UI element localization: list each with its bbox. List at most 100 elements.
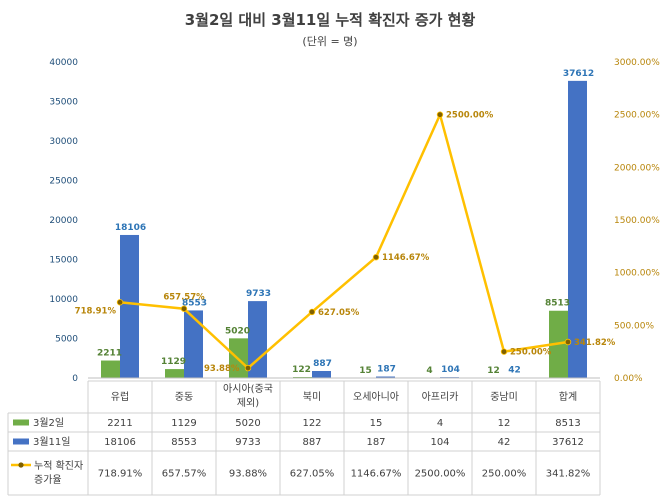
growth-rate-point bbox=[116, 299, 124, 306]
data-label-mar11: 37612 bbox=[563, 69, 594, 79]
bar-mar2 bbox=[165, 369, 184, 378]
y-right-tick-label: 3000.00% bbox=[614, 58, 660, 68]
data-label-mar11: 9733 bbox=[246, 289, 271, 299]
table-cell: 93.88% bbox=[229, 469, 267, 480]
y-left-tick-label: 0 bbox=[72, 374, 78, 384]
growth-rate-point bbox=[244, 364, 252, 372]
table-cell: 15 bbox=[370, 418, 383, 429]
table-cell: 887 bbox=[302, 437, 321, 448]
y-left-tick-label: 20000 bbox=[49, 216, 78, 226]
category-label: 아프리카 bbox=[422, 391, 459, 403]
bar-mar11 bbox=[312, 370, 331, 378]
legend-label-mar11: 3월11일 bbox=[33, 436, 71, 448]
legend-key-mar2 bbox=[13, 419, 29, 426]
bar-mar2 bbox=[101, 360, 120, 378]
table-cell: 187 bbox=[366, 437, 385, 448]
data-label-growth: 2500.00% bbox=[446, 111, 494, 121]
data-label-mar2: 15 bbox=[359, 366, 372, 376]
table-cell: 5020 bbox=[235, 418, 260, 429]
table-cell: 122 bbox=[302, 418, 321, 429]
bar-mar11 bbox=[568, 80, 587, 378]
legend-label-growth: 누적 확진자 bbox=[34, 460, 83, 472]
category-label: 오세아니아 bbox=[353, 391, 399, 403]
chart-title: 3월2일 대비 3월11일 누적 확진자 증가 현황 bbox=[184, 11, 476, 29]
table-cell: 627.05% bbox=[290, 469, 335, 480]
legend-key-mar11 bbox=[13, 438, 29, 445]
data-label-growth: 1146.67% bbox=[382, 253, 430, 263]
data-label-growth: 341.82% bbox=[574, 338, 616, 348]
bar-mar11 bbox=[184, 310, 203, 378]
table-cell: 12 bbox=[498, 418, 511, 429]
data-label-growth: 627.05% bbox=[318, 308, 360, 318]
table-cell: 104 bbox=[430, 437, 449, 448]
table-cell: 2500.00% bbox=[415, 469, 466, 480]
growth-rate-point bbox=[372, 254, 380, 261]
table-cell: 1146.67% bbox=[351, 469, 402, 480]
data-label-mar11: 8553 bbox=[182, 298, 207, 308]
table-cell: 4 bbox=[437, 418, 443, 429]
y-left-tick-label: 25000 bbox=[49, 177, 78, 187]
category-label: 아시아(중국 bbox=[223, 383, 273, 395]
data-label-mar2: 8513 bbox=[545, 299, 570, 309]
y-right-tick-label: 1000.00% bbox=[614, 269, 660, 279]
table-cell: 2211 bbox=[107, 418, 132, 429]
growth-rate-point bbox=[500, 348, 508, 355]
y-left-tick-label: 10000 bbox=[49, 295, 78, 305]
data-label-growth: 93.88% bbox=[204, 364, 240, 374]
data-label-growth: 657.57% bbox=[163, 293, 205, 303]
data-label-growth: 250.00% bbox=[510, 348, 552, 358]
y-left-tick-label: 5000 bbox=[55, 335, 78, 345]
category-label: 합계 bbox=[559, 391, 577, 403]
data-label-mar11: 42 bbox=[508, 366, 521, 376]
y-left-tick-label: 40000 bbox=[49, 58, 78, 68]
table-cell: 37612 bbox=[552, 437, 584, 448]
table-cell: 1129 bbox=[171, 418, 196, 429]
y-left-tick-label: 15000 bbox=[49, 256, 78, 266]
chart-subtitle: (단위 = 명) bbox=[302, 35, 358, 48]
legend-label-growth: 증가율 bbox=[34, 474, 62, 486]
data-label-growth: 718.91% bbox=[75, 306, 117, 316]
table-cell: 18106 bbox=[104, 437, 136, 448]
growth-rate-point bbox=[180, 305, 188, 312]
category-label: 중동 bbox=[175, 391, 193, 403]
legend-key-growth-marker bbox=[18, 462, 24, 468]
growth-rate-point bbox=[308, 308, 316, 316]
table-cell: 250.00% bbox=[482, 469, 527, 480]
y-right-tick-label: 0.00% bbox=[614, 374, 643, 384]
bar-mar11 bbox=[120, 234, 139, 378]
data-label-mar2: 5020 bbox=[225, 326, 250, 336]
table-cell: 718.91% bbox=[98, 469, 143, 480]
y-right-tick-label: 2500.00% bbox=[614, 111, 660, 121]
growth-rate-line bbox=[119, 110, 569, 370]
table-cell: 8553 bbox=[171, 437, 196, 448]
growth-rate-point bbox=[436, 111, 444, 118]
category-label: 제외) bbox=[237, 397, 259, 409]
data-label-mar11: 18106 bbox=[115, 223, 146, 233]
category-label: 유럽 bbox=[111, 391, 129, 403]
y-right-tick-label: 500.00% bbox=[614, 321, 654, 331]
y-left-tick-label: 30000 bbox=[49, 137, 78, 147]
bar-mar11 bbox=[248, 301, 267, 378]
table-cell: 341.82% bbox=[546, 469, 591, 480]
data-label-mar2: 122 bbox=[292, 365, 311, 375]
table-cell: 657.57% bbox=[162, 469, 207, 480]
data-label-mar2: 12 bbox=[487, 366, 500, 376]
legend-label-mar2: 3월2일 bbox=[33, 417, 64, 429]
data-label-mar2: 2211 bbox=[97, 349, 122, 359]
data-label-mar11: 104 bbox=[441, 365, 460, 375]
data-label-mar2: 4 bbox=[426, 366, 432, 376]
growth-rate-point bbox=[564, 338, 572, 346]
data-label-mar11: 887 bbox=[313, 359, 332, 369]
bar-mar11 bbox=[376, 376, 395, 378]
category-label: 북미 bbox=[303, 391, 321, 403]
data-label-mar2: 1129 bbox=[161, 357, 186, 367]
table-cell: 42 bbox=[498, 437, 511, 448]
y-left-tick-label: 35000 bbox=[49, 98, 78, 108]
data-label-mar11: 187 bbox=[377, 365, 396, 375]
y-right-tick-label: 2000.00% bbox=[614, 163, 660, 173]
table-cell: 8513 bbox=[555, 418, 580, 429]
table-cell: 9733 bbox=[235, 437, 260, 448]
y-right-tick-label: 1500.00% bbox=[614, 216, 660, 226]
category-label: 중남미 bbox=[490, 391, 518, 403]
